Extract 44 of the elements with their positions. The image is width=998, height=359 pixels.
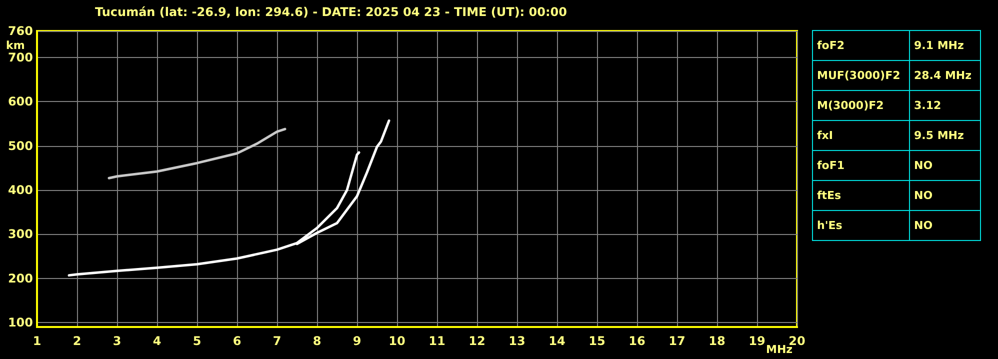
x-tick-label: 20 [788,334,806,348]
text: 3.12 [910,90,980,120]
x-tick-label: 2 [72,334,82,348]
text: MUF(3000)F2 [812,60,910,90]
text: foF2 [812,30,910,60]
x-tick-label: 14 [548,334,566,348]
y-tick-label: 700 [8,50,33,65]
x-tick-label: 17 [668,334,686,348]
text: 9.1 MHz [910,30,980,60]
x-tick-label: 10 [388,334,406,348]
text: fxI [812,120,910,150]
chart-title: Tucumán (lat: -26.9, lon: 294.6) - DATE: 2025 04 23 - TIME (UT): 00:00 [95,5,567,19]
x-tick-label: 18 [708,334,726,348]
y-tick-label: 100 [8,316,33,330]
x-tick-label: 12 [468,334,486,348]
x-tick-label: 13 [508,334,526,348]
x-tick-label: 4 [152,334,162,348]
x-tick-label: 1 [32,334,42,348]
x-tick-label: 11 [428,334,446,348]
x-tick-label: 16 [628,334,646,348]
text: NO [910,210,980,240]
text: foF1 [812,150,910,180]
y-tick-label: 600 [8,94,33,109]
x-tick-label: 9 [352,334,362,348]
text: M(3000)F2 [812,90,910,120]
y-axis-title: km [6,39,25,52]
y-tick-label: 300 [8,227,33,242]
text: 28.4 MHz [910,60,980,90]
x-tick-label: 8 [312,334,322,348]
x-tick-label: 3 [112,334,122,348]
x-tick-label: 19 [748,334,766,348]
text: h'Es [812,210,910,240]
text: NO [910,180,980,210]
text: ftEs [812,180,910,210]
y-tick-label: 200 [8,271,33,286]
y-tick-label: 500 [8,138,33,153]
x-tick-label: 5 [192,334,202,348]
text: 9.5 MHz [910,120,980,150]
x-tick-label: 6 [232,334,242,348]
x-tick-label: 15 [588,334,606,348]
text: NO [910,150,980,180]
y-tick-label: 400 [8,183,33,198]
x-tick-label: 7 [272,334,282,348]
y-tick-label: 760 [8,24,33,38]
